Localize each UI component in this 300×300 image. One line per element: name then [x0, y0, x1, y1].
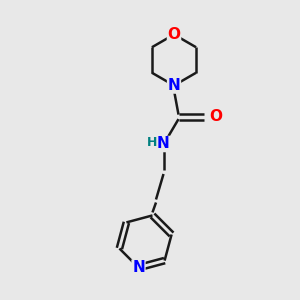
- Text: O: O: [209, 110, 222, 124]
- Text: N: N: [168, 78, 180, 93]
- Text: H: H: [147, 136, 158, 149]
- Text: O: O: [167, 27, 181, 42]
- Text: N: N: [132, 260, 145, 275]
- Text: N: N: [157, 136, 170, 152]
